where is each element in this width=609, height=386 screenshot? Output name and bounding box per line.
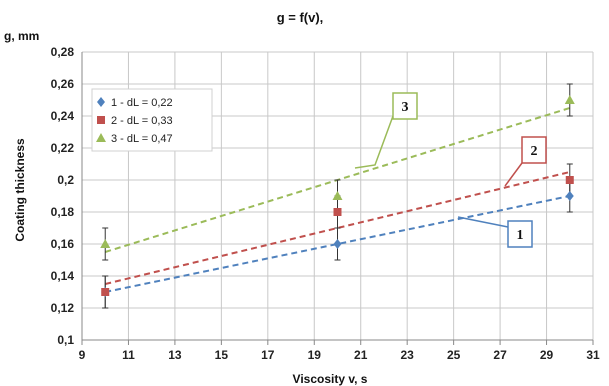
callout-leader-2: [504, 162, 523, 187]
legend-marker-3: [96, 133, 106, 142]
legend-marker-2: [97, 116, 105, 124]
x-tick-label: 31: [586, 348, 600, 362]
y-tick-label: 0,18: [51, 205, 75, 219]
legend-label-3: 3 - dL = 0,47: [111, 133, 173, 145]
data-point-series-2: [101, 288, 110, 296]
legend-label-2: 2 - dL = 0,33: [111, 115, 173, 127]
data-point-series-3: [564, 95, 575, 104]
y-tick-label: 0,22: [51, 141, 75, 155]
callout-label-3: 3: [402, 100, 409, 115]
y-axis-title: Coating thickness: [13, 138, 27, 242]
y-axis-unit-label: g, mm: [4, 29, 39, 43]
callout-leader-3: [354, 115, 394, 169]
x-tick-label: 9: [79, 348, 86, 362]
legend-marker-1: [97, 97, 105, 107]
x-tick-label: 19: [308, 348, 322, 362]
x-tick-label: 27: [493, 348, 507, 362]
trendline-series-1: [105, 195, 570, 293]
data-point-series-2: [333, 208, 342, 216]
callout-label-1: 1: [517, 228, 524, 243]
data-point-series-1: [333, 239, 342, 249]
x-tick-label: 29: [540, 348, 554, 362]
callout-box-1: [507, 220, 533, 248]
data-point-series-3: [100, 239, 111, 248]
callout-label-2: 2: [531, 144, 538, 159]
data-point-series-1: [565, 191, 574, 201]
x-tick-label: 21: [354, 348, 368, 362]
y-tick-label: 0,14: [51, 269, 75, 283]
x-tick-label: 11: [122, 348, 135, 362]
y-tick-label: 0,2: [57, 173, 74, 187]
callout-box-2: [521, 136, 547, 164]
legend-box: [91, 88, 213, 152]
x-tick-label: 15: [215, 348, 229, 362]
y-tick-label: 0,1: [57, 333, 74, 347]
callout-box-3: [392, 92, 418, 120]
data-point-series-3: [332, 191, 343, 200]
data-point-series-2: [565, 176, 574, 184]
y-tick-label: 0,12: [51, 301, 75, 315]
chart-title: g = f(v),: [277, 10, 324, 25]
y-tick-label: 0,16: [51, 237, 75, 251]
y-tick-label: 0,24: [51, 109, 75, 123]
x-tick-label: 23: [401, 348, 415, 362]
y-tick-label: 0,28: [51, 45, 75, 59]
x-tick-label: 13: [168, 348, 182, 362]
y-tick-label: 0,26: [51, 77, 75, 91]
callout-leader-1: [457, 216, 509, 228]
x-tick-label: 17: [261, 348, 275, 362]
x-axis-title: Viscosity v, s: [293, 372, 368, 386]
x-tick-label: 25: [447, 348, 461, 362]
legend-label-1: 1 - dL = 0,22: [111, 97, 173, 109]
